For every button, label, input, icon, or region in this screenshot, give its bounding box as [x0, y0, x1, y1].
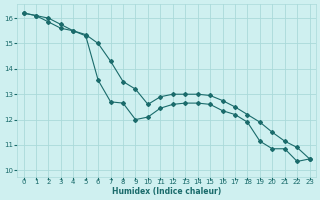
X-axis label: Humidex (Indice chaleur): Humidex (Indice chaleur): [112, 187, 221, 196]
